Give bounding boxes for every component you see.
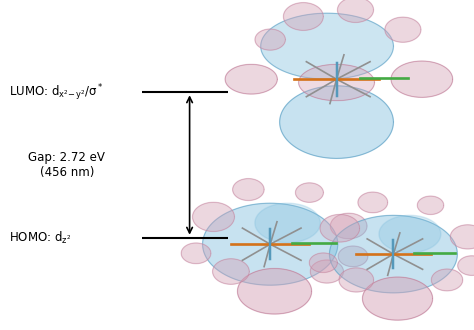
Polygon shape bbox=[379, 215, 441, 253]
Polygon shape bbox=[310, 253, 337, 273]
Polygon shape bbox=[299, 64, 374, 101]
Polygon shape bbox=[320, 214, 360, 242]
Text: HOMO: $\mathregular{d_{z^2}}$: HOMO: $\mathregular{d_{z^2}}$ bbox=[9, 230, 72, 246]
Polygon shape bbox=[431, 269, 463, 291]
Text: Gap: 2.72 eV
(456 nm): Gap: 2.72 eV (456 nm) bbox=[28, 151, 105, 179]
Polygon shape bbox=[363, 277, 433, 320]
Polygon shape bbox=[255, 203, 320, 243]
Polygon shape bbox=[233, 179, 264, 201]
Polygon shape bbox=[255, 29, 285, 50]
Polygon shape bbox=[261, 13, 393, 79]
Polygon shape bbox=[329, 215, 457, 293]
Polygon shape bbox=[337, 0, 374, 22]
Polygon shape bbox=[192, 202, 235, 231]
Polygon shape bbox=[338, 246, 368, 267]
Polygon shape bbox=[450, 225, 474, 249]
Polygon shape bbox=[391, 61, 453, 97]
Polygon shape bbox=[310, 260, 344, 283]
Polygon shape bbox=[283, 3, 323, 30]
Polygon shape bbox=[237, 269, 311, 314]
Polygon shape bbox=[417, 196, 444, 214]
Polygon shape bbox=[280, 86, 393, 158]
Polygon shape bbox=[295, 183, 323, 202]
Polygon shape bbox=[202, 203, 338, 285]
Text: LUMO: $\mathregular{d_{x^2\!-\!y^2}/\sigma^*}$: LUMO: $\mathregular{d_{x^2\!-\!y^2}/\sig… bbox=[9, 82, 104, 103]
Polygon shape bbox=[458, 256, 474, 275]
Polygon shape bbox=[225, 64, 277, 94]
Polygon shape bbox=[330, 213, 367, 239]
Polygon shape bbox=[358, 192, 388, 213]
Polygon shape bbox=[181, 243, 211, 264]
Polygon shape bbox=[213, 259, 249, 284]
Polygon shape bbox=[385, 17, 421, 42]
Polygon shape bbox=[339, 268, 374, 292]
